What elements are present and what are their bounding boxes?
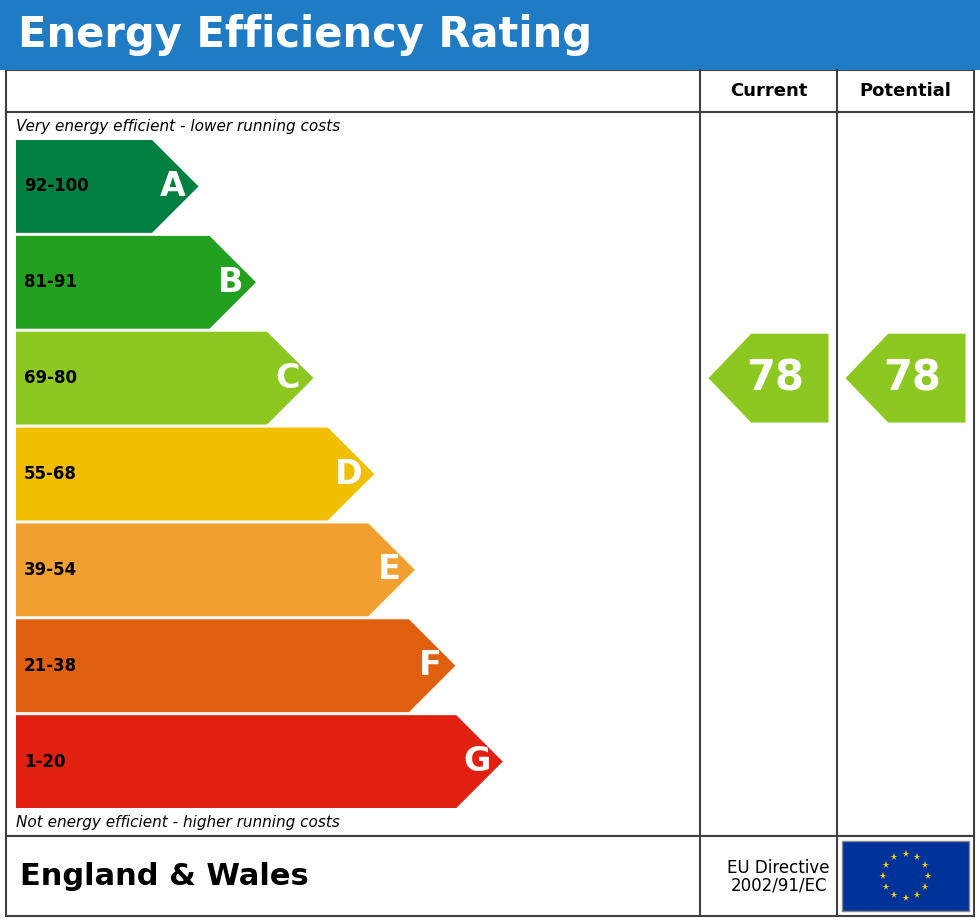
- Bar: [6, 70, 974, 836]
- Polygon shape: [16, 524, 415, 616]
- Polygon shape: [709, 334, 828, 422]
- Polygon shape: [16, 620, 456, 712]
- Text: E: E: [378, 553, 401, 586]
- Text: 69-80: 69-80: [24, 369, 77, 387]
- Text: EU Directive: EU Directive: [727, 859, 830, 877]
- Text: 78: 78: [746, 357, 804, 399]
- Text: 39-54: 39-54: [24, 561, 77, 579]
- Polygon shape: [16, 428, 374, 520]
- Polygon shape: [16, 140, 199, 233]
- Text: Energy Efficiency Rating: Energy Efficiency Rating: [18, 14, 592, 56]
- Text: Very energy efficient - lower running costs: Very energy efficient - lower running co…: [16, 119, 340, 134]
- Text: 1-20: 1-20: [24, 752, 66, 771]
- Bar: [842, 841, 969, 911]
- Text: 2002/91/EC: 2002/91/EC: [730, 876, 827, 894]
- Text: D: D: [335, 457, 363, 491]
- Text: 81-91: 81-91: [24, 273, 77, 291]
- Bar: [6, 836, 974, 916]
- Text: 21-38: 21-38: [24, 656, 77, 675]
- Text: Not energy efficient - higher running costs: Not energy efficient - higher running co…: [16, 814, 340, 830]
- Text: F: F: [418, 649, 441, 682]
- Polygon shape: [16, 236, 256, 329]
- Text: G: G: [464, 745, 491, 778]
- Text: England & Wales: England & Wales: [20, 861, 309, 891]
- Text: 78: 78: [883, 357, 941, 399]
- Text: 92-100: 92-100: [24, 177, 88, 195]
- Polygon shape: [846, 334, 965, 422]
- Text: C: C: [275, 361, 300, 395]
- Polygon shape: [16, 332, 314, 424]
- Text: B: B: [218, 266, 243, 299]
- Text: 55-68: 55-68: [24, 465, 76, 483]
- Text: Current: Current: [730, 82, 808, 100]
- Text: Potential: Potential: [859, 82, 952, 100]
- Bar: [0, 0, 980, 70]
- Text: A: A: [160, 170, 186, 203]
- Polygon shape: [16, 715, 503, 808]
